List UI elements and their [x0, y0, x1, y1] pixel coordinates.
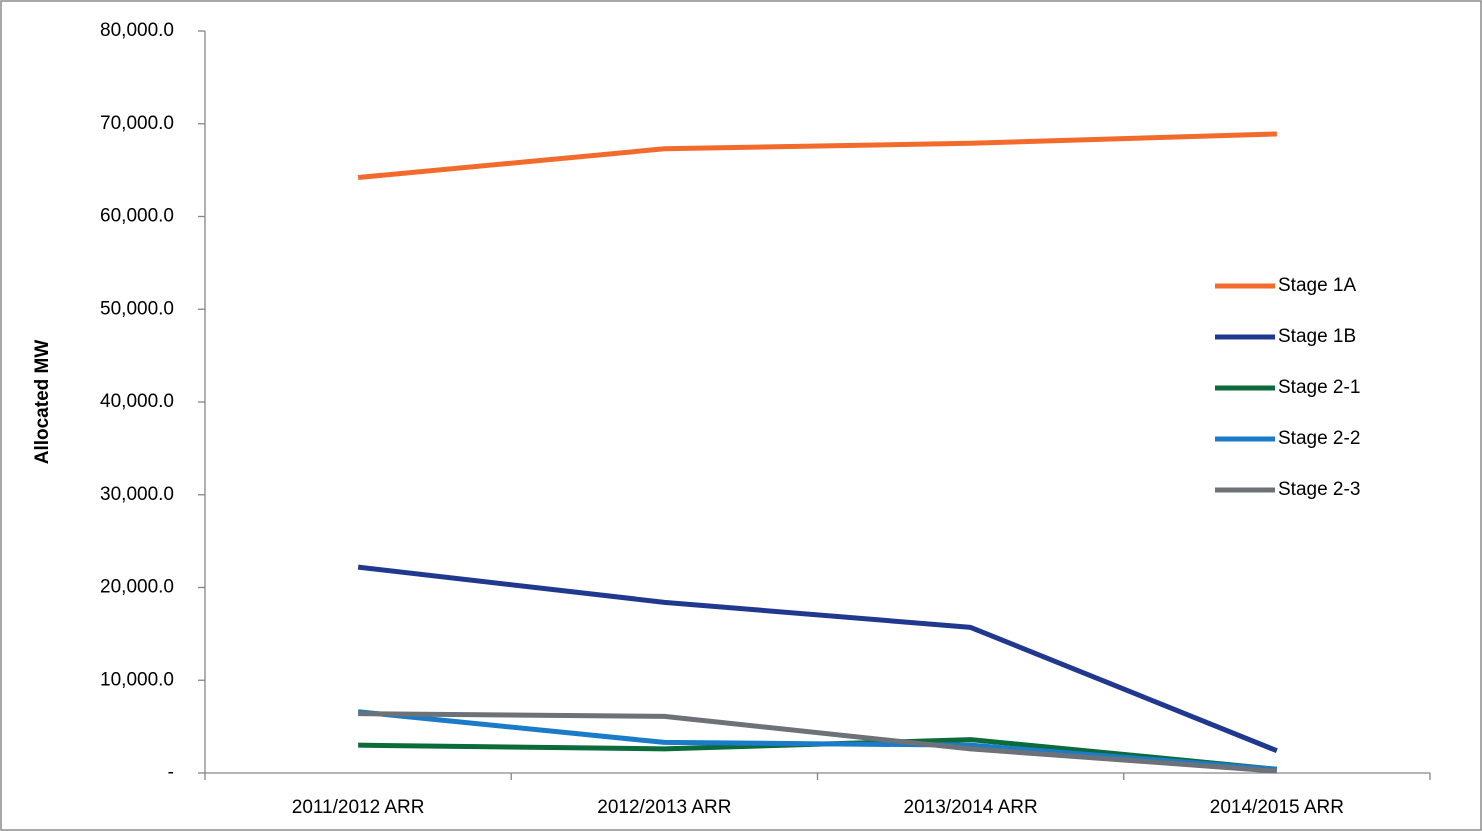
x-tick-label: 2013/2014 ARR — [904, 797, 1038, 818]
series-line — [357, 564, 1278, 754]
series-line — [357, 709, 1278, 772]
y-tick-label: 50,000.0 — [100, 298, 174, 319]
y-tick-label: 40,000.0 — [100, 391, 174, 412]
legend-label: Stage 2-1 — [1278, 377, 1360, 398]
y-tick-label: 20,000.0 — [100, 577, 174, 598]
y-tick-label: 60,000.0 — [100, 206, 174, 227]
series-line — [357, 131, 1277, 181]
y-axis-title: Allocated MW — [32, 340, 53, 465]
series-line — [358, 711, 1278, 774]
legend-label: Stage 2-3 — [1278, 479, 1360, 500]
x-tick-label: 2012/2013 ARR — [597, 797, 731, 818]
y-tick-label: 10,000.0 — [100, 669, 174, 690]
y-tick-label: 70,000.0 — [100, 113, 174, 134]
y-tick-label: 30,000.0 — [100, 484, 174, 505]
y-tick-label: 80,000.0 — [100, 20, 174, 41]
x-tick-label: 2014/2015 ARR — [1210, 797, 1344, 818]
legend-label: Stage 1A — [1278, 275, 1356, 296]
legend-label: Stage 2-2 — [1278, 428, 1360, 449]
legend-label: Stage 1B — [1278, 326, 1356, 347]
x-tick-label: 2011/2012 ARR — [292, 797, 425, 818]
y-tick-label: - — [168, 762, 174, 783]
